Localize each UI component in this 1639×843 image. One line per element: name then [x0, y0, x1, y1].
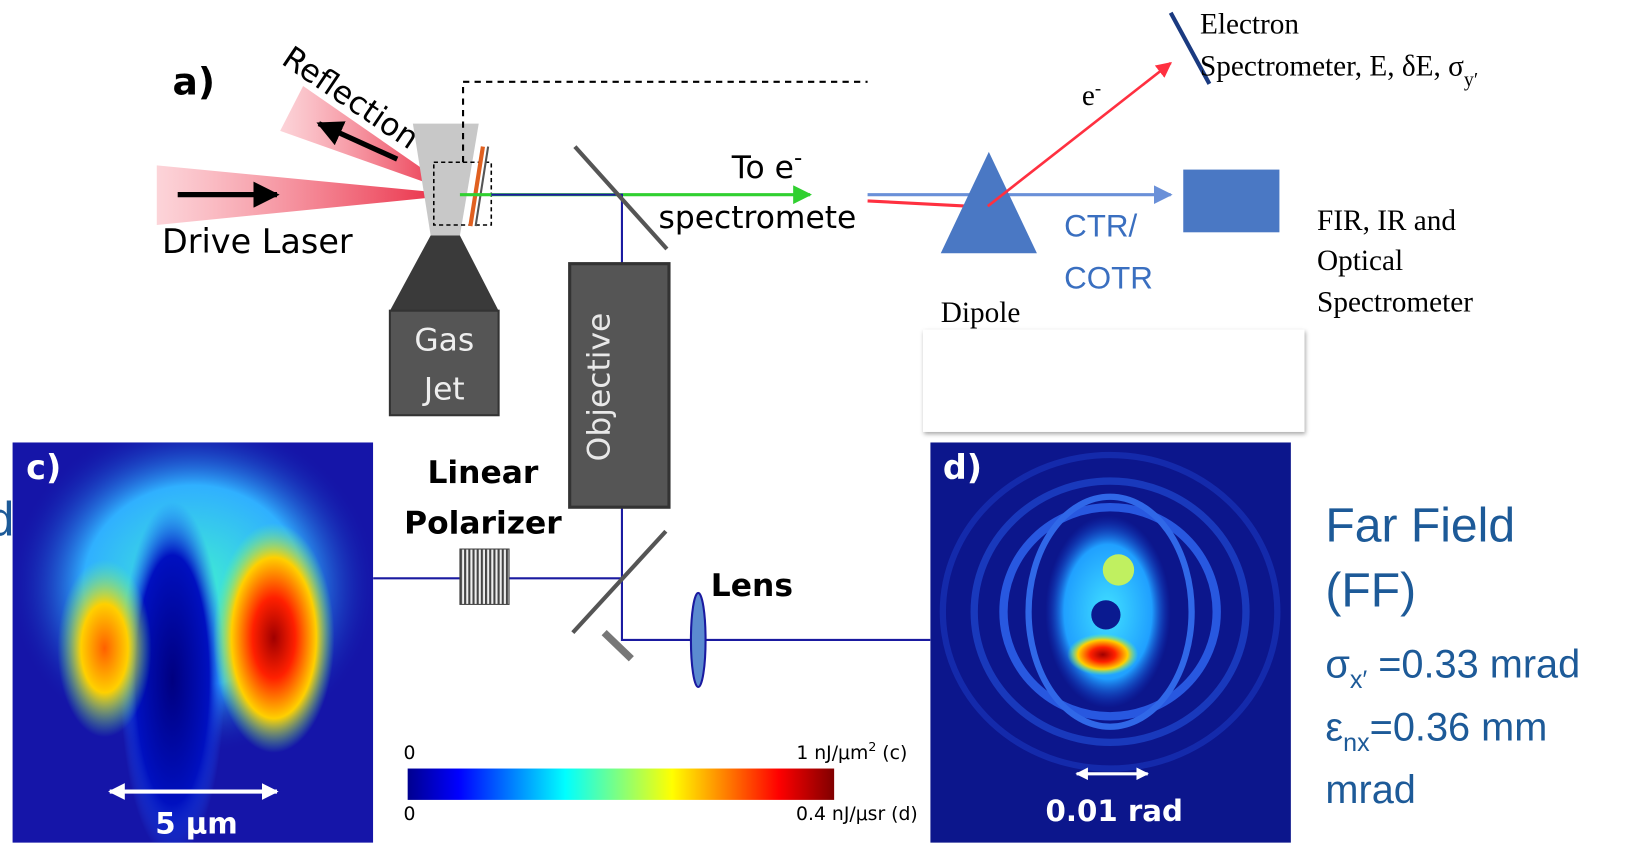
superscript: 2 [868, 739, 876, 754]
gas-jet-label: Gas [414, 322, 474, 358]
dipole-label: Dipole [941, 297, 1021, 329]
gas-jet-label: Jet [422, 372, 465, 408]
mirror [573, 531, 666, 632]
blank-box [923, 330, 1305, 432]
ctr-label: COTR [1064, 261, 1153, 296]
polarizer [460, 549, 509, 604]
fir-label: Optical [1317, 245, 1403, 277]
ctr-label: CTR/ [1064, 208, 1137, 243]
dashed-line [463, 82, 868, 162]
lens [691, 593, 706, 687]
scale-label: 5 μm [155, 806, 238, 840]
colorbar-label: 0 [403, 804, 415, 825]
panel-label: c) [26, 448, 61, 487]
cut-text: d [0, 492, 14, 546]
dipole [941, 152, 1037, 253]
lens-label: Lens [711, 568, 793, 604]
text: ε [1325, 705, 1343, 749]
intensity [57, 559, 151, 737]
optical-spectrometer [1183, 170, 1279, 233]
heatmap-d [930, 442, 1291, 842]
electron-spec-label: Spectrometer, E, δE, σy′ [1200, 51, 1478, 91]
far-field-title: (FF) [1325, 564, 1416, 618]
mirror [604, 633, 631, 659]
polarizer-label: Polarizer [404, 505, 562, 541]
fir-label: FIR, IR and [1317, 205, 1456, 237]
colorbar-label: 0.4 nJ/μsr (d) [796, 804, 918, 825]
colorbar-label: 1 nJ/μm2 (c) [796, 739, 907, 764]
spectrometer-label: spectromete [659, 200, 857, 236]
panel-label: a) [172, 59, 215, 103]
e-label: e- [1082, 78, 1101, 111]
sigma-label: σx′ =0.33 mrad [1325, 643, 1580, 694]
text: Spectrometer, E, δE, σ [1200, 51, 1464, 83]
scale-label: 0.01 rad [1046, 794, 1183, 828]
heatmap-c [10, 418, 376, 843]
objective-label: Objective [581, 313, 617, 462]
text: (c) [876, 743, 907, 764]
polarizer-label: Linear [427, 455, 538, 491]
colorbar-label: 0 [403, 743, 415, 764]
intensity [213, 523, 334, 753]
superscript: - [1095, 78, 1101, 99]
epsilon-label: εnx=0.36 mm [1325, 705, 1547, 756]
text: 1 nJ/μm [796, 743, 868, 764]
text: To e [731, 150, 794, 186]
nozzle [390, 235, 499, 310]
text: =0.33 mrad [1367, 643, 1580, 687]
to-e-label: To e- [731, 145, 803, 186]
text: e [1082, 80, 1095, 112]
fir-label: Spectrometer [1317, 287, 1473, 319]
superscript: - [794, 145, 802, 171]
diagram: a) Reflection Drive Laser Gas Jet To e- … [0, 0, 1639, 843]
subscript: y′ [1464, 69, 1478, 91]
text: =0.36 mm [1370, 705, 1548, 749]
far-field-title: Far Field [1325, 499, 1515, 553]
gas-plume [413, 124, 479, 236]
intensity [1103, 554, 1134, 585]
subscript: x′ [1350, 666, 1368, 694]
mrad-label: mrad [1325, 768, 1416, 812]
page: a) Reflection Drive Laser Gas Jet To e- … [0, 0, 1639, 843]
intensity [1067, 634, 1138, 676]
electron-beam [988, 63, 1171, 206]
panel-label: d) [943, 448, 982, 487]
subscript: nx [1343, 729, 1370, 757]
text: σ [1325, 643, 1350, 687]
drive-laser-label: Drive Laser [162, 222, 353, 261]
colorbar [408, 769, 834, 800]
intensity [1091, 600, 1120, 629]
electron-label: Electron [1200, 9, 1299, 41]
